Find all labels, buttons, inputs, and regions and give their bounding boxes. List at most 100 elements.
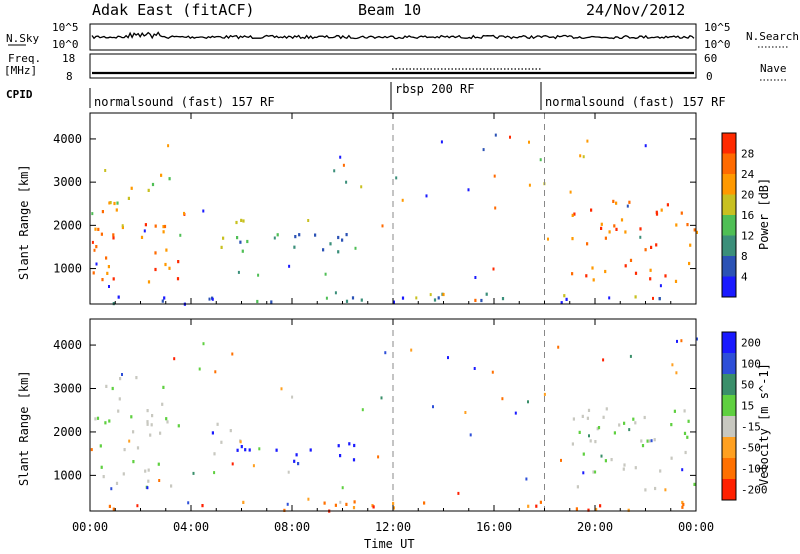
power-cell <box>154 267 157 272</box>
velocity-cell <box>675 371 678 375</box>
power-cell <box>509 135 511 139</box>
velocity-cell <box>214 370 217 374</box>
velocity-cell <box>578 430 581 434</box>
x-tick-label: 00:00 <box>678 520 714 534</box>
power-cell <box>106 271 109 275</box>
velocity-cell <box>372 505 375 509</box>
power-cell <box>664 274 667 278</box>
velocity-cell <box>527 504 530 508</box>
power-cell <box>433 298 437 302</box>
velocity-cell <box>334 503 337 507</box>
power-cell <box>211 297 214 301</box>
power-cell <box>179 233 182 237</box>
velocity-cell <box>587 408 591 412</box>
power-cell <box>600 222 603 226</box>
power-cell <box>494 133 497 137</box>
power-cell <box>474 298 477 302</box>
power-cell <box>634 295 637 299</box>
power-colorbar-swatch <box>722 215 736 236</box>
power-cell <box>140 235 144 239</box>
nave-tick-low: 0 <box>706 70 713 83</box>
power-cell <box>112 277 115 281</box>
power-cell <box>95 262 98 266</box>
power-cell <box>660 208 663 212</box>
nsky-strip-frame <box>89 23 697 51</box>
x-tick-label: 12:00 <box>375 520 411 534</box>
power-cell <box>442 292 445 297</box>
power-cell <box>345 233 348 237</box>
power-cell <box>163 224 167 229</box>
power-cell <box>333 169 336 173</box>
velocity-cell <box>582 471 585 475</box>
power-cell <box>108 201 111 205</box>
velocity-cell <box>588 434 590 438</box>
velocity-cell <box>575 507 578 511</box>
power-cell <box>91 240 94 244</box>
velocity-cell <box>602 358 605 362</box>
power-cell <box>143 229 146 233</box>
velocity-cell <box>629 354 632 358</box>
velocity-colorbar-swatch <box>722 374 736 396</box>
velocity-cell <box>339 500 342 504</box>
power-cell <box>160 173 163 177</box>
power-cell <box>293 245 296 249</box>
velocity-cell <box>201 504 204 508</box>
velocity-ytick-label: 1000 <box>53 468 82 482</box>
power-cell <box>202 209 205 213</box>
cpid-segment-2: rbsp 200 RF <box>395 82 474 96</box>
velocity-cell <box>248 448 251 452</box>
velocity-cell <box>535 504 538 508</box>
velocity-cell <box>187 501 190 505</box>
velocity-cell <box>384 351 387 355</box>
velocity-colorbar-frame <box>721 331 737 501</box>
velocity-y-axis: 1000 2000 3000 4000 <box>53 338 696 482</box>
velocity-cell <box>177 424 180 428</box>
velocity-cell <box>291 395 294 399</box>
velocity-cell <box>213 471 216 475</box>
power-colorbar-swatch <box>722 133 736 154</box>
nsearch-tick-high: 10^5 <box>704 21 731 34</box>
velocity-cell <box>684 450 687 455</box>
power-colorbar-tick: 20 <box>741 189 754 202</box>
velocity-colorbar-tick: 50 <box>741 379 754 392</box>
velocity-cell <box>341 486 344 490</box>
velocity-cell <box>622 467 625 471</box>
nave-label: Nave <box>760 62 787 75</box>
velocity-cell <box>646 439 649 443</box>
velocity-ylabel: Slant Range [km] <box>17 370 31 486</box>
velocity-cell <box>283 508 286 512</box>
power-cell <box>288 264 291 268</box>
power-ytick-label: 2000 <box>53 218 82 232</box>
power-cell <box>644 248 647 252</box>
velocity-cell <box>280 387 283 391</box>
velocity-cell <box>377 455 380 459</box>
power-cell <box>222 236 225 240</box>
velocity-colorbar-swatch <box>722 458 736 480</box>
power-cell <box>117 295 120 299</box>
velocity-cell <box>258 447 261 451</box>
velocity-cell <box>166 420 169 424</box>
velocity-cell <box>596 427 599 431</box>
power-cell <box>582 155 585 159</box>
velocity-cell <box>597 426 601 430</box>
velocity-cell <box>216 422 219 426</box>
velocity-cell <box>599 504 602 508</box>
velocity-cell <box>146 409 149 413</box>
velocity-cell <box>527 400 529 404</box>
power-cell <box>688 261 691 266</box>
nave-tick-high: 60 <box>704 52 717 65</box>
power-cell <box>144 223 147 227</box>
velocity-cell <box>627 508 630 512</box>
velocity-cell <box>410 348 413 352</box>
velocity-colorbar-tick: -50 <box>741 442 761 455</box>
power-cell <box>360 298 363 302</box>
velocity-cell <box>144 469 147 473</box>
velocity-cell <box>610 458 613 462</box>
power-cell <box>162 225 165 229</box>
velocity-cell <box>696 337 698 341</box>
power-colorbar-swatch <box>722 153 736 175</box>
power-colorbar-tick: 8 <box>741 250 748 263</box>
power-colorbar-label: Power [dB] <box>757 178 771 250</box>
power-cell <box>547 237 549 241</box>
power-cell <box>624 230 627 234</box>
